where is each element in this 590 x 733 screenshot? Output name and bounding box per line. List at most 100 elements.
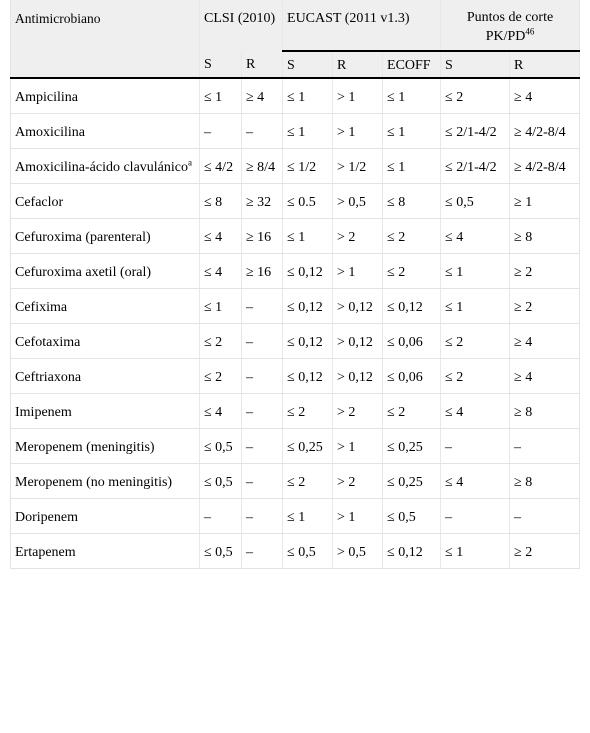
cell-antimicrobial: Cefixima [10, 288, 200, 324]
antimicrobial-name: Cefotaxima [15, 335, 81, 350]
antimicrobial-name: Imipenem [15, 405, 72, 420]
header-sub-pkpd-r: R [509, 51, 581, 79]
cell-eucast-r: > 0,5 [332, 183, 383, 219]
cell-pkpd-r: ≥ 8 [509, 463, 581, 499]
cell-eucast-s: ≤ 2 [282, 393, 333, 429]
antimicrobial-name: Amoxicilina-ácido clavulánico [15, 160, 188, 175]
cell-ecoff: ≤ 1 [382, 148, 441, 184]
cell-clsi-s: ≤ 2 [199, 323, 242, 359]
table-row: Ertapenem ≤ 0,5– ≤ 0,5 > 0,5 ≤ 0,12 ≤ 1 ≥ 2 [10, 533, 581, 569]
antimicrobial-name: Cefaclor [15, 195, 64, 210]
cell-eucast-s: ≤ 2 [282, 463, 333, 499]
cell-eucast-r: > 0,5 [332, 533, 383, 569]
header-sub-clsi-r: R [240, 51, 283, 79]
cell-pkpd-r: ≥ 8 [509, 393, 581, 429]
table-row: Ceftriaxona ≤ 2– ≤ 0,12 > 0,12 ≤ 0,06 ≤ 2 ≥ 4 [10, 358, 581, 394]
cell-clsi-r: – [240, 428, 283, 464]
cell-ecoff: ≤ 1 [382, 113, 441, 149]
cell-pkpd-r: ≥ 2 [509, 288, 581, 324]
cell-pkpd-s: ≤ 0,5 [440, 183, 510, 219]
table-body: Ampicilina ≤ 1 ≥ 4 ≤ 1 > 1 ≤ 1 ≤ 2 ≥ 4 Amoxicili… [10, 78, 581, 569]
table-row: Cefixima ≤ 1– ≤ 0,12 > 0,12 ≤ 0,12 ≤ 1 ≥ 2 [10, 288, 581, 324]
cell-pkpd-s: ≤ 2/1-4/2 [440, 113, 510, 149]
cell-eucast-s: ≤ 1 [282, 113, 333, 149]
cell-pkpd-s: ≤ 1 [440, 288, 510, 324]
antimicrobial-name: Cefixima [15, 300, 68, 315]
header-sub-eucast-r: R [332, 51, 383, 79]
cell-ecoff: ≤ 0,5 [382, 498, 441, 534]
cell-clsi-r: ≥ 32 [240, 183, 283, 219]
cell-clsi-s: ≤ 1 [199, 288, 242, 324]
table-row: Doripenem – – ≤ 1 > 1 ≤ 0,5– – [10, 498, 581, 534]
header-clsi: CLSI (2010) [198, 0, 283, 51]
cell-ecoff: ≤ 0,25 [382, 428, 441, 464]
cell-pkpd-s: ≤ 4 [440, 218, 510, 254]
antimicrobial-name: Cefuroxima (parenteral) [15, 230, 151, 245]
cell-ecoff: ≤ 2 [382, 218, 441, 254]
cell-eucast-s: ≤ 0,12 [282, 253, 333, 289]
cell-clsi-s: ≤ 8 [199, 183, 242, 219]
cell-pkpd-r: ≥ 4/2-8/4 [509, 113, 581, 149]
header-eucast: EUCAST (2011 v1.3) [282, 0, 441, 52]
cell-pkpd-r: ≥ 8 [509, 218, 581, 254]
cell-antimicrobial: Cefaclor [10, 183, 200, 219]
header-sub-blank [10, 51, 200, 79]
header-sub-pkpd-s: S [440, 51, 510, 79]
cell-clsi-s: ≤ 4 [199, 253, 242, 289]
cell-eucast-r: > 1/2 [332, 148, 383, 184]
header-pkpd-label: Puntos de corte PK/PD [466, 10, 554, 44]
cell-eucast-s: ≤ 0.5 [282, 183, 333, 219]
cell-eucast-r: > 1 [332, 253, 383, 289]
cell-eucast-r: > 1 [332, 113, 383, 149]
antimicrobial-name: Meropenem (meningitis) [15, 440, 155, 455]
cell-pkpd-r: ≥ 4 [509, 323, 581, 359]
cell-pkpd-s: ≤ 2 [440, 323, 510, 359]
cell-ecoff: ≤ 2 [382, 393, 441, 429]
cell-eucast-s: ≤ 0,12 [282, 288, 333, 324]
cell-pkpd-s: ≤ 2 [440, 358, 510, 394]
header-antimicrobial: Antimicrobiano [10, 0, 200, 51]
cell-antimicrobial: Meropenem (no meningitis) [10, 463, 200, 499]
cell-ecoff: ≤ 8 [382, 183, 441, 219]
cell-eucast-s: ≤ 1 [282, 498, 333, 534]
cell-clsi-s: ≤ 0,5 [199, 428, 242, 464]
cell-pkpd-s: ≤ 4 [440, 393, 510, 429]
cell-clsi-r: ≥ 8/4 [240, 148, 283, 184]
antimicrobial-name: Ertapenem [15, 545, 76, 560]
cell-pkpd-s: ≤ 2/1-4/2 [440, 148, 510, 184]
cell-clsi-r: – [240, 288, 283, 324]
cell-eucast-s: ≤ 0,5 [282, 533, 333, 569]
cell-clsi-r: ≥ 16 [240, 218, 283, 254]
cell-pkpd-r: ≥ 4 [509, 358, 581, 394]
table-row: Cefotaxima ≤ 2– ≤ 0,12 > 0,12 ≤ 0,06 ≤ 2 ≥ 4 [10, 323, 581, 359]
table-row: Cefuroxima axetil (oral) ≤ 4 ≥ 16 ≤ 0,12 > 1… [10, 253, 581, 289]
table-row: Amoxicilina-ácido clavulánicoa ≤ 4/2 ≥ 8/4… [10, 148, 581, 184]
cell-ecoff: ≤ 1 [382, 78, 441, 114]
cell-antimicrobial: Amoxicilina [10, 113, 200, 149]
cell-ecoff: ≤ 0,06 [382, 323, 441, 359]
cell-clsi-r: – [240, 498, 283, 534]
cell-antimicrobial: Cefotaxima [10, 323, 200, 359]
cell-eucast-s: ≤ 1 [282, 218, 333, 254]
cell-ecoff: ≤ 0,12 [382, 288, 441, 324]
cell-pkpd-r: ≥ 2 [509, 253, 581, 289]
cell-clsi-r: – [240, 113, 283, 149]
header-sub-clsi-s: S [199, 51, 242, 79]
cell-eucast-s: ≤ 0,12 [282, 323, 333, 359]
cell-eucast-r: > 0,12 [332, 288, 383, 324]
header-pkpd: Puntos de corte PK/PD46 [440, 0, 581, 52]
cell-antimicrobial: Ertapenem [10, 533, 200, 569]
table-row: Cefaclor ≤ 8 ≥ 32 ≤ 0.5 > 0,5 ≤ 8 ≤ 0,5 ≥ 1 [10, 183, 581, 219]
cell-eucast-s: ≤ 0,25 [282, 428, 333, 464]
antimicrobial-name: Meropenem (no meningitis) [15, 475, 173, 490]
cell-clsi-s: ≤ 2 [199, 358, 242, 394]
cell-clsi-s: – [199, 498, 242, 534]
cell-eucast-r: > 0,12 [332, 323, 383, 359]
cell-antimicrobial: Amoxicilina-ácido clavulánicoa [10, 148, 200, 184]
cell-antimicrobial: Cefuroxima axetil (oral) [10, 253, 200, 289]
cell-ecoff: ≤ 0,06 [382, 358, 441, 394]
cell-clsi-r: – [240, 533, 283, 569]
cell-eucast-r: > 1 [332, 498, 383, 534]
antimicrobial-name: Ampicilina [15, 90, 78, 105]
cell-eucast-s: ≤ 0,12 [282, 358, 333, 394]
